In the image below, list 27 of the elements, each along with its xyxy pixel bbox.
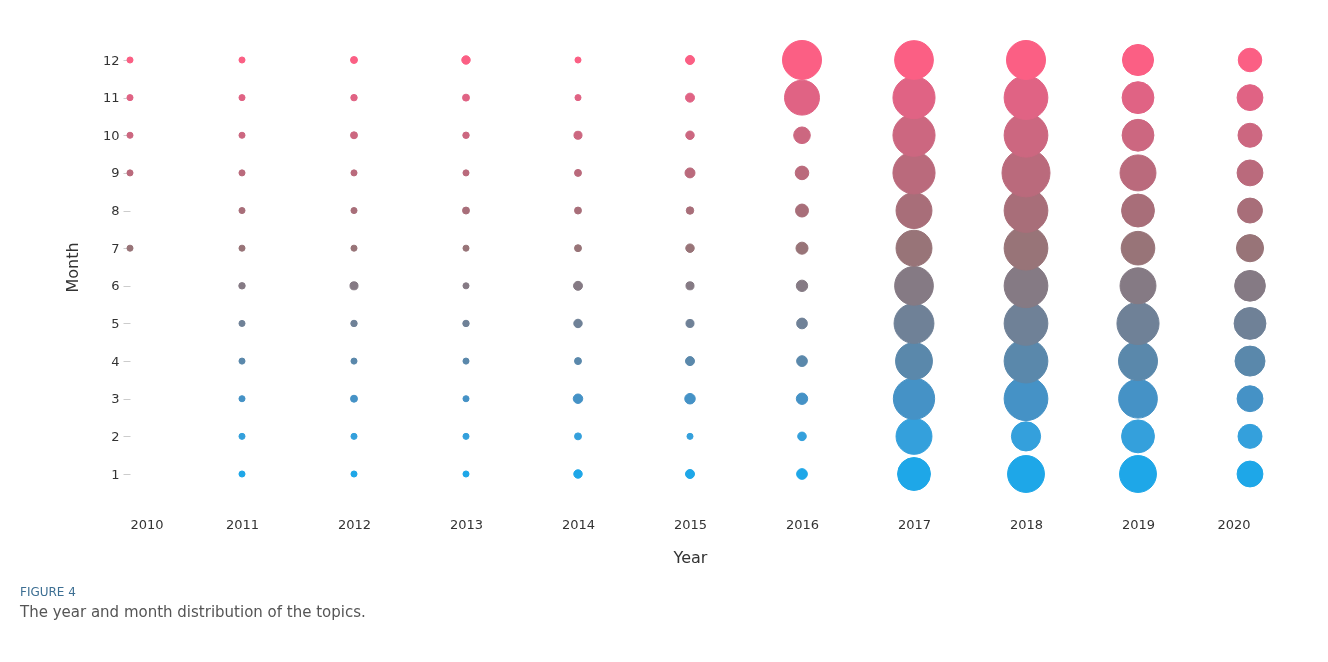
x-tick-label: 2011 [225, 516, 260, 532]
x-tick-label: 2014 [561, 516, 596, 532]
x-tick-label: 2017 [897, 516, 932, 532]
x-axis-title: Year [672, 547, 708, 567]
y-axis-title: Month [62, 242, 82, 293]
x-tick-label: 2015 [673, 516, 708, 532]
x-tick-label: 2013 [449, 516, 484, 532]
y-tick-label: 12 [102, 52, 120, 68]
y-tick-label: 3 [111, 391, 120, 407]
y-tick-label: 8 [111, 203, 120, 219]
text: FIGURE 4 [20, 585, 76, 599]
y-tick-label: 10 [102, 127, 120, 143]
y-tick-label: 5 [111, 315, 120, 331]
text: The year and month distribution of the topics. [19, 603, 366, 621]
x-tick-label: 2012 [337, 516, 372, 532]
y-tick-label: 11 [102, 90, 120, 106]
y-tick-label: 6 [111, 278, 120, 294]
y-tick-label: 7 [111, 240, 120, 256]
x-tick-label: 2020 [1217, 516, 1251, 532]
y-tick-label: 9 [111, 165, 120, 181]
x-tick-label: 2018 [1009, 516, 1044, 532]
x-tick-label: 2019 [1121, 516, 1156, 532]
y-tick-label: 4 [111, 353, 120, 369]
x-tick-label: 2016 [785, 516, 820, 532]
x-tick-label: 2010 [130, 516, 164, 532]
y-tick-label: 2 [111, 428, 120, 444]
y-tick-label: 1 [111, 466, 120, 482]
